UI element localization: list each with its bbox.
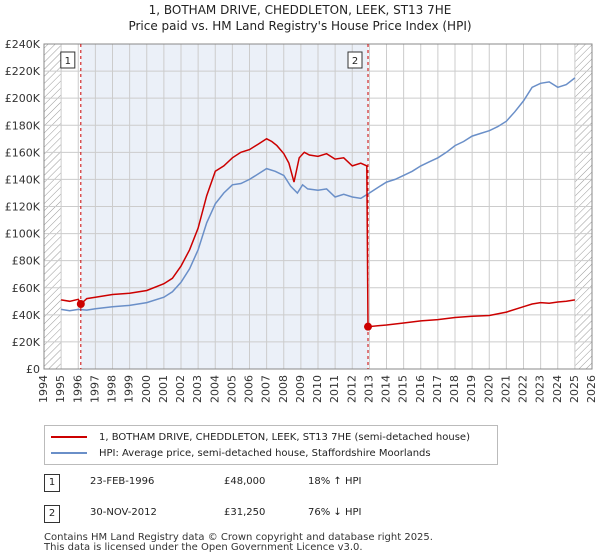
x-tick-label: 2006 [243, 375, 256, 403]
chart-title: 1, BOTHAM DRIVE, CHEDDLETON, LEEK, ST13 … [148, 3, 452, 17]
footer-copyright: Contains HM Land Registry data © Crown c… [44, 532, 433, 543]
x-tick-label: 2015 [397, 375, 410, 403]
x-tick-label: 2018 [448, 375, 461, 403]
x-tick-label: 1996 [71, 375, 84, 403]
x-tick-label: 2004 [208, 375, 221, 403]
x-tick-label: 2021 [499, 375, 512, 403]
chart-subtitle: Price paid vs. HM Land Registry's House … [128, 19, 472, 33]
x-tick-label: 1994 [37, 375, 50, 403]
sale-marker-1: 1 [44, 474, 60, 492]
x-tick-label: 2014 [380, 375, 393, 403]
x-tick-label: 2002 [174, 375, 187, 403]
sale-point [364, 322, 373, 331]
x-tick-label: 2008 [277, 375, 290, 403]
x-tick-label: 2025 [568, 375, 581, 403]
x-tick-label: 2010 [311, 375, 324, 403]
legend: 1, BOTHAM DRIVE, CHEDDLETON, LEEK, ST13 … [44, 425, 498, 465]
legend-blue-swatch [51, 452, 87, 454]
y-tick-label: £140K [5, 173, 41, 186]
sale-price: £48,000 [224, 476, 266, 487]
sale-marker-2: 2 [44, 505, 60, 523]
x-tick-label: 2011 [328, 375, 341, 403]
sale-label-box [347, 51, 363, 69]
y-tick-label: £180K [5, 119, 41, 132]
x-tick-label: 2016 [414, 375, 427, 403]
x-tick-label: 2024 [551, 375, 564, 403]
x-tick-label: 1995 [54, 375, 67, 403]
x-tick-label: 2009 [294, 375, 307, 403]
sale-date: 23-FEB-1996 [90, 476, 155, 487]
series-line [60, 77, 576, 312]
x-tick-label: 2026 [585, 375, 598, 403]
sale-hpi-diff: 76% ↓ HPI [308, 507, 362, 518]
sale-date: 30-NOV-2012 [90, 507, 157, 518]
x-tick-label: 2022 [517, 375, 530, 403]
x-tick-label: 2020 [482, 375, 495, 403]
y-tick-label: £60K [12, 282, 41, 295]
y-tick-label: £160K [5, 146, 41, 159]
y-tick-label: £0 [26, 363, 40, 376]
y-tick-label: £80K [12, 255, 41, 268]
sale-label: 2 [352, 56, 358, 67]
y-tick-label: £240K [5, 38, 41, 51]
legend-red-swatch [51, 436, 87, 438]
sale-hpi-diff: 18% ↑ HPI [308, 476, 362, 487]
x-tick-label: 2012 [345, 375, 358, 403]
footer-licence: This data is licensed under the Open Gov… [44, 542, 363, 553]
price-chart: £0 £20K £40K £60K £80K £100K £120K £140K £160K £1… [5, 38, 598, 403]
sale-point [76, 300, 85, 308]
x-tick-label: 2003 [191, 375, 204, 403]
x-tick-label: 2005 [225, 375, 238, 403]
sale-price: £31,250 [224, 507, 266, 518]
x-tick-label: 2000 [140, 375, 153, 403]
x-tick-label: 2017 [431, 375, 444, 403]
plot-border [43, 43, 593, 370]
x-tick-label: 2001 [157, 375, 170, 403]
legend-hpi-label: HPI: Average price, semi-detached house,… [99, 447, 431, 459]
sale-label: 1 [65, 56, 71, 67]
sale-label-box [60, 51, 76, 69]
series-line [60, 137, 576, 328]
y-tick-label: £120K [5, 201, 41, 214]
y-tick-label: £200K [5, 92, 41, 105]
x-tick-label: 1998 [106, 375, 119, 403]
x-tick-label: 2007 [260, 375, 273, 403]
x-tick-label: 2013 [362, 375, 375, 403]
y-tick-label: £220K [5, 65, 41, 78]
legend-item-hpi: HPI: Average price, semi-detached house,… [51, 445, 431, 461]
y-tick-label: £20K [12, 336, 41, 349]
legend-item-property: 1, BOTHAM DRIVE, CHEDDLETON, LEEK, ST13 … [51, 429, 470, 445]
y-tick-label: £100K [5, 228, 41, 241]
x-tick-label: 2023 [534, 375, 547, 403]
y-tick-label: £40K [12, 309, 41, 322]
legend-property-label: 1, BOTHAM DRIVE, CHEDDLETON, LEEK, ST13 … [99, 431, 470, 443]
x-tick-label: 1997 [88, 375, 101, 403]
x-tick-label: 2019 [465, 375, 478, 403]
x-tick-label: 1999 [123, 375, 136, 403]
